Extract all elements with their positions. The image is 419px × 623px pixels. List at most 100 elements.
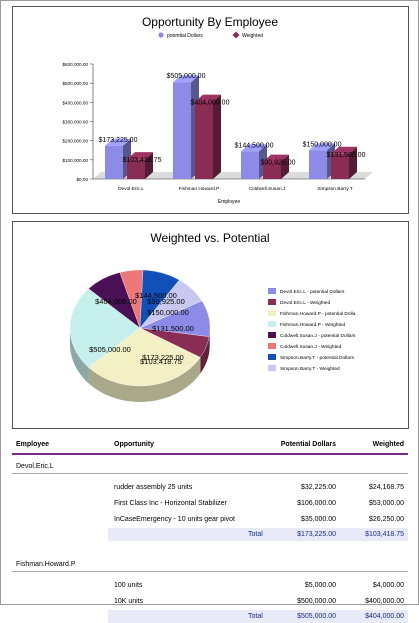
header-potential: Potential Dollars <box>280 441 336 448</box>
y-tick-label: $200,000.00 <box>62 139 88 144</box>
legend-swatch <box>268 332 276 338</box>
table-row: rudder assembly 25 units $32,225.00 $24,… <box>12 480 408 496</box>
data-label: $505,000.00 <box>167 73 206 80</box>
bar <box>195 101 213 179</box>
potential-cell: $106,000.00 <box>297 500 336 507</box>
bar-top <box>309 143 335 151</box>
group-header: Devol.Eric.L <box>12 455 408 474</box>
table-row: InCaseEmergency - 10 units gear pivot $3… <box>12 512 408 528</box>
weighted-cell: $24,168.75 <box>368 484 404 491</box>
weighted-cell: $26,250.00 <box>368 516 404 523</box>
chart-title: Weighted vs. Potential <box>150 231 269 245</box>
table-header: Employee Opportunity Potential Dollars W… <box>12 437 408 455</box>
y-tick-label: $600,000.00 <box>62 62 88 67</box>
legend-label: Devol.Eric.L - Weighted <box>280 300 330 306</box>
legend-label: Weighted <box>242 33 263 39</box>
total-weighted: $103,418.75 <box>365 531 404 538</box>
total-potential: $505,000.00 <box>297 613 336 620</box>
pie-slice <box>69 288 141 368</box>
bar-top <box>173 75 199 83</box>
legend-label: potential Dollars <box>167 33 203 39</box>
weighted-cell: $4,000.00 <box>372 582 404 589</box>
y-tick-label: $0.00 <box>77 177 89 182</box>
pie-chart-panel: Weighted vs. Potential $173,225.00 $103,41… <box>12 221 409 429</box>
bar-top <box>241 144 267 152</box>
y-tick-label: $300,000.00 <box>62 120 88 125</box>
weighted-cell: $53,000.00 <box>368 500 404 507</box>
opportunity-cell: InCaseEmergency - 10 units gear pivot <box>114 516 236 523</box>
pie-slice-side <box>70 328 89 384</box>
data-label: $144,500.00 <box>235 142 274 149</box>
total-row: Total $505,000.00 $404,000.00 <box>108 610 408 623</box>
legend-label: Simpson.Barry.T - Weighted <box>280 366 340 372</box>
bar-top <box>105 138 131 146</box>
slice-label: $144,500.00 <box>135 291 177 300</box>
data-label: $131,500.00 <box>327 152 366 159</box>
legend-marker <box>232 31 240 39</box>
legend-marker <box>158 32 164 38</box>
legend-swatch <box>268 310 276 316</box>
pie-slice-side <box>88 357 201 402</box>
bar <box>105 145 123 179</box>
table-row: First Class Inc - Horizontal Stabilizer … <box>12 496 408 512</box>
group-name: Devol.Eric.L <box>16 463 54 470</box>
slice-label: $505,000.00 <box>89 345 131 354</box>
bar <box>127 159 145 179</box>
bar-top <box>195 94 221 102</box>
legend-swatch <box>268 321 276 327</box>
header-weighted: Weighted <box>372 441 404 448</box>
slice-label: $173,225.00 <box>142 353 184 362</box>
data-label: $404,000.00 <box>191 100 230 107</box>
data-label: $173,225.00 <box>99 137 138 144</box>
opportunity-cell: rudder assembly 25 units <box>114 484 193 491</box>
legend-swatch <box>268 299 276 305</box>
weighted-cell: $400,000.00 <box>365 598 404 605</box>
y-tick-label: $400,000.00 <box>62 100 88 105</box>
total-weighted: $404,000.00 <box>365 613 404 620</box>
potential-cell: $35,000.00 <box>300 516 336 523</box>
pie-slice <box>88 327 201 387</box>
bar-side <box>145 152 153 179</box>
y-tick-label: $100,000.00 <box>62 158 88 163</box>
legend-label: Coldwell.Susan.J - potential Dollars <box>280 333 356 339</box>
bar-side <box>281 154 289 179</box>
legend-label: Fishman.Howard.P - potential Dolla <box>280 311 356 317</box>
legend-swatch <box>268 365 276 371</box>
chart-title: Opportunity By Employee <box>142 15 278 29</box>
table-row: 10K units $500,000.00 $400,000.00 <box>12 594 408 610</box>
opportunity-table: Employee Opportunity Potential Dollars W… <box>12 437 408 623</box>
header-employee: Employee <box>16 441 50 448</box>
slice-label: $131,500.00 <box>152 324 194 333</box>
legend-swatch <box>268 354 276 360</box>
bar <box>309 150 327 179</box>
table-row: 100 units $5,000.00 $4,000.00 <box>12 578 408 594</box>
bar-chart: Opportunity By Employee potential Dollars… <box>62 15 373 205</box>
legend-label: Coldwell.Susan.J - Weighted <box>280 344 342 350</box>
legend-label: Fishman.Howard.P - Weighted <box>280 322 345 328</box>
bar-top <box>127 152 153 160</box>
legend-swatch <box>268 288 276 294</box>
opportunity-cell: First Class Inc - Horizontal Stabilizer <box>114 500 227 507</box>
pie-slice-side <box>200 336 210 374</box>
x-tick-label: Coldwell.Susan.J <box>249 186 286 192</box>
opportunity-cell: 10K units <box>114 598 144 605</box>
x-tick-label: Fishman.Howard.P <box>179 186 220 192</box>
slice-label: $90,925.00 <box>147 297 185 306</box>
pie-chart: Weighted vs. Potential $173,225.00$103,41… <box>69 231 356 402</box>
x-axis-label: Employee <box>218 199 240 205</box>
total-label: Total <box>248 531 263 538</box>
total-potential: $173,225.00 <box>297 531 336 538</box>
potential-cell: $500,000.00 <box>297 598 336 605</box>
data-label: $90,925.00 <box>260 160 295 167</box>
legend-label: Devol.Eric.L - potential Dollars <box>280 289 345 295</box>
y-tick-label: $500,000.00 <box>62 81 88 86</box>
legend-swatch <box>268 343 276 349</box>
bar-side <box>213 94 221 179</box>
data-label: $150,000.00 <box>303 141 342 148</box>
bar-top <box>263 154 289 162</box>
bar <box>241 151 259 179</box>
x-tick-label: Devol.Eric.L <box>118 186 144 192</box>
potential-cell: $32,225.00 <box>300 484 336 491</box>
opportunity-cell: 100 units <box>114 582 143 589</box>
legend-label: Simpson.Barry.T - potential Dollars <box>280 355 355 361</box>
